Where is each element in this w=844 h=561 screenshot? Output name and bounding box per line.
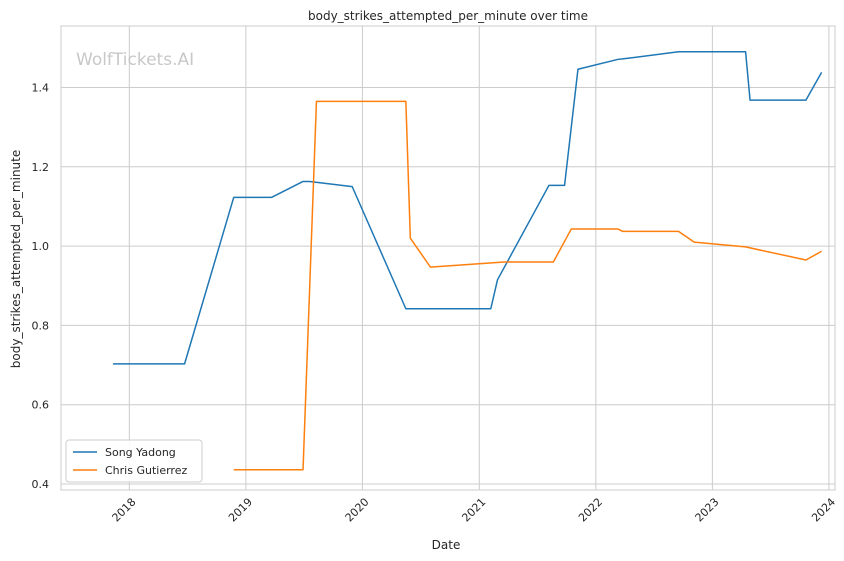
- plot-area: [60, 25, 836, 491]
- x-tick-labels: 2018 2019 2020 2021 2022 2023 2024: [110, 496, 839, 525]
- x-tick-label: 2024: [809, 496, 838, 525]
- x-tick-label: 2023: [693, 496, 722, 525]
- watermark: WolfTickets.AI: [76, 50, 194, 70]
- x-tick-label: 2022: [576, 496, 605, 525]
- x-tick-label: 2019: [226, 496, 255, 525]
- series-lines: [113, 51, 823, 471]
- series-line-song-yadong: [113, 51, 823, 365]
- chart-title: body_strikes_attempted_per_minute over t…: [308, 9, 588, 23]
- legend-box: [65, 439, 203, 483]
- y-tick-label: 0.8: [32, 319, 50, 332]
- grid-lines: [61, 26, 835, 490]
- y-axis-label: body_strikes_attempted_per_minute: [9, 150, 23, 368]
- series-line-chris-gutierrez: [233, 100, 822, 471]
- y-tick-label: 0.6: [32, 399, 50, 412]
- y-tick-label: 0.4: [32, 478, 50, 491]
- y-tick-label: 1.2: [32, 161, 50, 174]
- y-tick-label: 1.4: [32, 81, 50, 94]
- x-tick-label: 2018: [110, 496, 139, 525]
- x-axis-label: Date: [432, 538, 461, 552]
- legend-label-chris-gutierrez: Chris Gutierrez: [105, 464, 187, 477]
- y-tick-label: 1.0: [32, 240, 50, 253]
- legend: Song Yadong Chris Gutierrez: [65, 439, 203, 483]
- y-tick-labels: 0.4 0.6 0.8 1.0 1.2 1.4: [32, 81, 50, 491]
- x-tick-label: 2021: [459, 496, 488, 525]
- legend-label-song-yadong: Song Yadong: [105, 446, 176, 459]
- x-tick-label: 2020: [343, 496, 372, 525]
